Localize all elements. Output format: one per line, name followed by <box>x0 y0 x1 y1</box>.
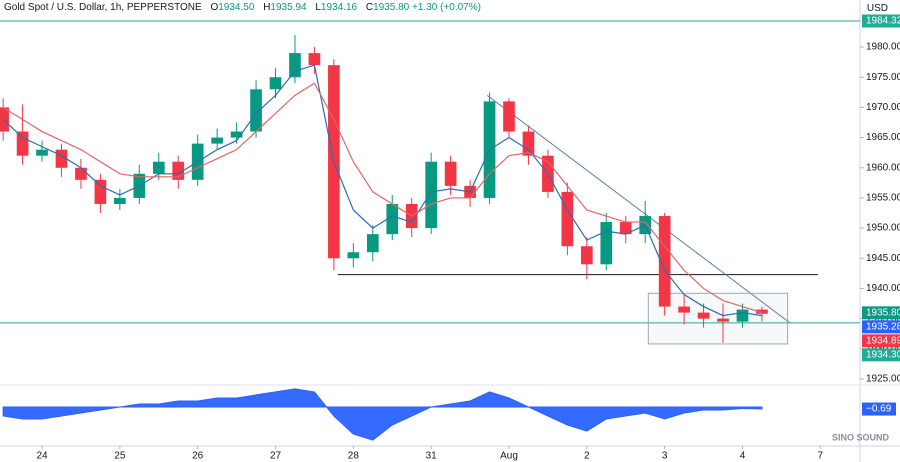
candle-body <box>600 222 613 265</box>
x-tick-label: 27 <box>270 451 282 462</box>
candle-body <box>172 161 185 180</box>
price-tag <box>862 334 900 348</box>
y-tick-label: 1940.00 <box>866 283 900 294</box>
price-line-tag <box>862 348 900 362</box>
x-tick-label: 26 <box>192 451 204 462</box>
y-tick-label: 1925.00 <box>866 374 900 385</box>
candle-body <box>756 309 768 314</box>
candle-body <box>347 252 360 259</box>
price-tag-label: 1935.80 <box>866 307 900 318</box>
price-tag <box>862 320 900 334</box>
ohlc-key: L <box>315 2 321 13</box>
candle-body <box>619 222 632 235</box>
candle-body <box>55 149 68 168</box>
moving-average <box>2 64 763 317</box>
candle-body <box>308 53 321 66</box>
price-tag <box>862 306 900 320</box>
ohlc-value: 1935.80 <box>373 2 410 13</box>
price-line-label: 1934.30 <box>866 349 900 360</box>
x-tick-label: 24 <box>36 451 48 462</box>
currency: USD <box>866 3 888 14</box>
watermark: SINO SOUND <box>832 432 890 442</box>
candle-body <box>269 77 282 90</box>
candle-body <box>250 89 262 132</box>
change: +1.30 (+0.07%) <box>412 2 481 13</box>
y-tick-label: 1980.00 <box>866 42 900 53</box>
oscillator-area <box>2 388 763 441</box>
candle-body <box>503 101 515 132</box>
candle-body <box>580 246 593 265</box>
price-line-label: 1984.32 <box>866 16 900 27</box>
x-tick-label: Aug <box>500 451 518 462</box>
x-tick-label: 4 <box>740 451 746 462</box>
x-tick-label: 28 <box>348 451 360 462</box>
price-line-tag <box>862 14 900 28</box>
y-tick-label: 1960.00 <box>866 162 900 173</box>
candle-body <box>114 197 126 204</box>
oscillator-tag <box>862 402 896 416</box>
symbol-title: Gold Spot / U.S. Dollar, 1h, PEPPERSTONE <box>4 2 202 13</box>
candle-body <box>386 203 399 235</box>
ohlc-value: 1934.16 <box>320 2 358 13</box>
ohlc-key: C <box>365 2 374 13</box>
candle-body <box>561 191 574 247</box>
candle-body <box>16 131 29 156</box>
trend-line <box>486 94 791 324</box>
candle-body <box>230 131 243 138</box>
ohlc-key: H <box>263 2 271 13</box>
candle-body <box>736 309 749 322</box>
x-tick-label: 7 <box>818 451 824 462</box>
y-tick-label: 1975.00 <box>866 72 900 83</box>
candle-body <box>211 137 223 144</box>
x-tick-label: 2 <box>584 451 590 462</box>
candle-body <box>425 161 438 229</box>
y-tick-label: 1950.00 <box>866 223 900 234</box>
x-tick-label: 25 <box>114 451 126 462</box>
candle-body <box>697 312 710 319</box>
price-tag-label: 1934.89 <box>866 335 900 346</box>
y-tick-label: 1965.00 <box>866 132 900 143</box>
candle-body <box>36 149 48 156</box>
x-tick-label: 3 <box>662 451 668 462</box>
candle-body <box>678 306 690 313</box>
candle-body <box>658 216 671 307</box>
moving-average <box>2 82 763 314</box>
candle-body <box>444 161 457 186</box>
x-tick-label: 31 <box>426 451 438 462</box>
header: Gold Spot / U.S. Dollar, 1h, PEPPERSTONE… <box>4 2 481 13</box>
candle-body <box>152 161 165 174</box>
range-box <box>647 292 789 345</box>
y-tick-label: 1945.00 <box>866 253 900 264</box>
candle-body <box>94 179 107 204</box>
y-tick-label: 1970.00 <box>866 102 900 113</box>
candle-body <box>75 167 87 180</box>
ohlc-value: 1934.50 <box>218 2 255 13</box>
candle-body <box>289 53 301 78</box>
candle-body <box>0 107 9 132</box>
y-tick-label: 1955.00 <box>866 193 900 204</box>
oscillator-tag-label: −0.69 <box>866 404 892 415</box>
ohlc-value: 1935.94 <box>270 2 307 13</box>
candle-body <box>717 318 729 322</box>
candle-body <box>366 234 379 253</box>
candle-body <box>522 131 535 156</box>
ohlc-key: O <box>210 2 219 13</box>
price-tag-label: 1935.28 <box>866 321 900 332</box>
